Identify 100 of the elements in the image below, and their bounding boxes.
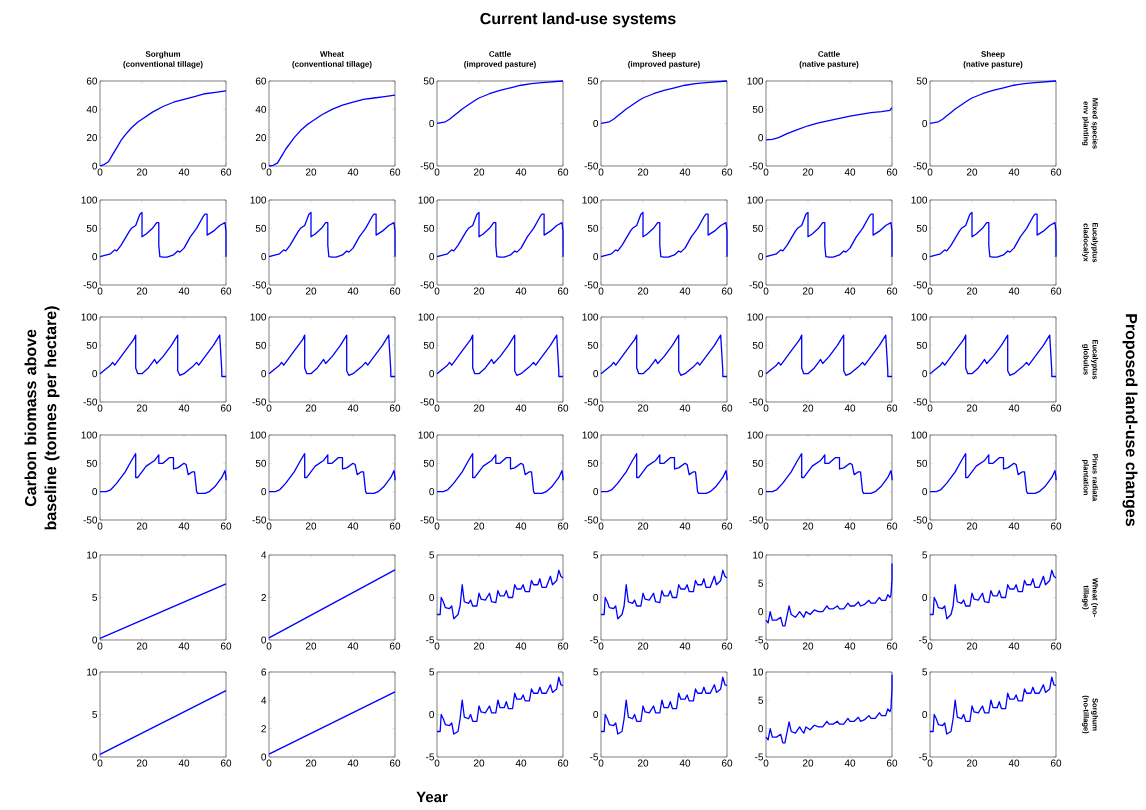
x-tick-label: 0 — [763, 759, 769, 767]
y-tick-label: 100 — [81, 431, 98, 439]
x-tick-label: 0 — [598, 404, 604, 412]
y-tick-label: -50 — [252, 398, 267, 406]
x-tick-label: 0 — [97, 404, 103, 412]
x-tick-label: 0 — [434, 404, 440, 412]
y-tick-label: -50 — [584, 281, 599, 289]
chart-title: Wheat — [320, 50, 344, 57]
y-tick-label: 0 — [922, 119, 928, 128]
x-tick-label: 0 — [266, 759, 272, 767]
x-tick-label: 40 — [515, 404, 527, 412]
x-tick-label: 40 — [178, 168, 190, 176]
y-tick-label: 50 — [423, 224, 435, 232]
y-tick-label: 0 — [261, 162, 267, 170]
y-tick-label: 100 — [81, 313, 98, 321]
x-tick-label: 0 — [927, 168, 933, 176]
y-tick-label: 6 — [261, 668, 267, 676]
y-tick-label: -50 — [420, 281, 435, 289]
line-series — [436, 334, 564, 378]
y-tick-label: 50 — [86, 459, 98, 467]
x-tick-label: 0 — [763, 168, 769, 176]
y-tick-label: -5 — [590, 753, 599, 761]
x-tick-label: 0 — [598, 642, 604, 650]
x-tick-label: 0 — [598, 168, 604, 176]
x-tick-label: 60 — [721, 287, 733, 295]
y-tick-label: 10 — [87, 551, 98, 559]
y-tick-label: 100 — [747, 196, 764, 204]
x-tick-label: 20 — [966, 522, 978, 530]
y-tick-label: -50 — [252, 516, 267, 524]
y-tick-label: 0 — [593, 488, 599, 496]
x-tick-label: 20 — [136, 642, 148, 650]
y-tick-label: 0 — [593, 710, 599, 719]
x-tick-label: 0 — [927, 287, 933, 295]
y-tick-label: -50 — [83, 281, 98, 289]
x-tick-label: 60 — [886, 404, 898, 412]
x-tick-label: 40 — [679, 522, 691, 530]
y-tick-label: -50 — [584, 162, 599, 170]
line-series — [600, 569, 728, 620]
x-tick-label: 60 — [1050, 522, 1062, 530]
x-tick-label: 60 — [389, 168, 401, 176]
y-tick-label: -5 — [426, 753, 435, 761]
x-tick-label: 40 — [347, 759, 359, 767]
x-tick-label: 40 — [347, 522, 359, 530]
y-tick-label: 4 — [261, 696, 267, 704]
x-tick-label: 20 — [473, 404, 485, 412]
y-tick-label: 0 — [758, 608, 764, 616]
line-series — [99, 90, 227, 167]
x-tick-label: 40 — [1008, 404, 1020, 412]
chart-title: Cattle — [818, 50, 840, 57]
line-series — [600, 334, 728, 378]
chart-subtitle: (conventional tillage) — [123, 60, 203, 69]
x-tick-label: 60 — [557, 642, 569, 650]
y-tick-label: 50 — [587, 459, 599, 467]
y-tick-label: 50 — [587, 341, 599, 349]
x-tick-label: 20 — [136, 522, 148, 530]
x-tick-label: 60 — [557, 404, 569, 412]
x-tick-label: 0 — [598, 287, 604, 295]
y-tick-label: 20 — [255, 134, 267, 142]
y-tick-label: -50 — [749, 281, 764, 289]
y-tick-label: 50 — [916, 341, 928, 349]
x-tick-label: 0 — [434, 287, 440, 295]
y-tick-label: 0 — [922, 488, 928, 496]
x-tick-label: 40 — [1008, 522, 1020, 530]
x-tick-label: 20 — [136, 287, 148, 295]
y-tick-label: 0 — [593, 370, 599, 378]
y-tick-label: 0 — [92, 636, 98, 644]
line-series — [765, 674, 893, 744]
x-tick-label: 60 — [886, 759, 898, 767]
line-series — [99, 334, 227, 378]
line-series — [268, 94, 396, 167]
y-tick-label: -50 — [913, 398, 928, 406]
x-tick-label: 20 — [802, 522, 814, 530]
x-tick-label: 60 — [1050, 287, 1062, 295]
y-tick-label: 0 — [922, 710, 928, 719]
y-tick-label: 100 — [582, 431, 599, 439]
y-tick-label: 100 — [911, 196, 928, 204]
y-tick-label: 50 — [255, 341, 267, 349]
y-tick-label: 100 — [250, 431, 267, 439]
x-tick-label: 60 — [220, 759, 232, 767]
line-series — [600, 211, 728, 258]
chart-title: Sheep — [652, 50, 676, 59]
x-tick-label: 20 — [305, 759, 317, 767]
x-tick-label: 20 — [136, 168, 148, 176]
y-tick-label: 50 — [752, 341, 764, 349]
x-tick-label: 20 — [473, 287, 485, 295]
y-tick-label: 0 — [758, 134, 764, 142]
x-tick-label: 20 — [305, 522, 317, 530]
x-tick-label: 40 — [844, 642, 856, 650]
y-tick-label: 0 — [261, 253, 267, 261]
x-tick-label: 40 — [844, 759, 856, 767]
y-tick-label: 100 — [747, 77, 764, 85]
y-tick-label: -5 — [590, 636, 599, 644]
y-tick-label: 2 — [261, 725, 266, 733]
x-tick-label: 40 — [347, 168, 359, 176]
x-tick-label: 0 — [763, 522, 769, 530]
x-tick-label: 0 — [598, 759, 604, 767]
y-tick-label: 0 — [429, 119, 435, 128]
text: Proposed land-use changes — [1122, 314, 1138, 526]
line-series — [268, 211, 396, 258]
x-tick-label: 60 — [389, 404, 401, 412]
